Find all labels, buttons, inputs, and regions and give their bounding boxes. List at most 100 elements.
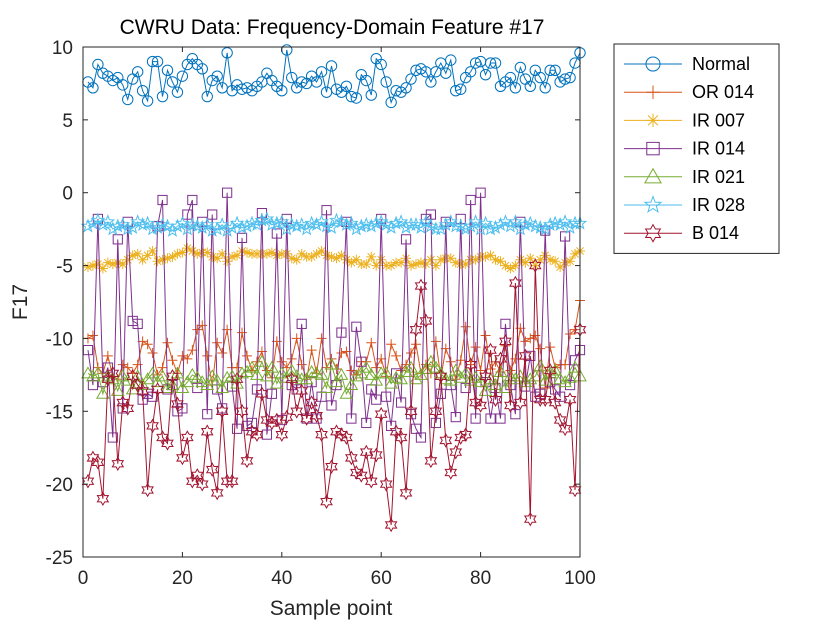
data-point-b-014 [374, 406, 388, 422]
legend-item-ir-007: IR 007 [624, 110, 745, 130]
data-point-or-014 [162, 337, 173, 348]
data-point-ir-007 [495, 256, 506, 267]
data-point-ir-014 [236, 232, 248, 243]
data-point-ir-007 [435, 254, 446, 265]
data-point-normal [464, 66, 477, 78]
data-point-ir-014 [361, 417, 372, 429]
data-point-or-014 [132, 359, 143, 370]
data-point-normal [286, 71, 298, 84]
data-point-ir-014 [485, 413, 496, 424]
data-point-ir-007 [97, 263, 108, 274]
data-point-b-014 [295, 383, 309, 399]
data-point-normal [360, 74, 372, 87]
data-point-ir-028 [398, 219, 414, 234]
data-point-ir-007 [242, 247, 253, 258]
data-point-normal [559, 73, 571, 85]
data-point-or-014 [212, 337, 223, 348]
data-point-normal [484, 57, 497, 69]
data-point-or-014 [545, 342, 556, 353]
data-point-b-014 [106, 366, 120, 381]
data-point-ir-028 [105, 221, 121, 236]
data-point-ir-028 [508, 214, 523, 229]
data-point-ir-014 [321, 205, 332, 216]
x-tick-label: 40 [271, 568, 292, 589]
y-tick-label: -15 [46, 402, 73, 423]
data-point-ir-014 [559, 231, 571, 242]
data-point-or-014 [202, 350, 213, 361]
legend-label: OR 014 [692, 82, 754, 102]
data-point-ir-014 [326, 400, 337, 411]
data-point-ir-007 [406, 260, 417, 271]
data-point-normal [201, 90, 213, 103]
data-point-normal [504, 71, 517, 84]
data-point-b-014 [449, 444, 463, 460]
data-point-ir-007 [172, 248, 183, 259]
data-point-ir-014 [510, 409, 521, 420]
data-point-ir-007 [500, 260, 511, 271]
data-point-ir-021 [543, 366, 558, 379]
data-point-b-014 [494, 351, 507, 367]
data-point-b-014 [464, 357, 478, 372]
data-point-ir-007 [450, 257, 461, 268]
data-point-ir-014 [455, 213, 466, 225]
data-point-ir-007 [535, 254, 546, 265]
data-point-ir-021 [508, 372, 523, 385]
data-point-b-014 [429, 403, 443, 419]
data-point-b-014 [235, 403, 249, 419]
data-point-ir-014 [351, 321, 362, 332]
data-point-ir-028 [517, 217, 533, 232]
data-point-b-014 [523, 511, 537, 527]
data-point-b-014 [484, 342, 497, 358]
data-point-b-014 [230, 371, 244, 387]
data-point-or-014 [535, 343, 546, 354]
data-point-ir-007 [336, 250, 347, 261]
data-point-or-014 [520, 336, 531, 347]
data-point-ir-028 [170, 218, 185, 233]
data-point-normal [295, 76, 308, 88]
data-point-or-014 [560, 359, 571, 370]
data-point-b-014 [176, 450, 189, 466]
data-point-ir-007 [570, 248, 581, 259]
data-point-ir-021 [260, 369, 274, 382]
data-point-ir-021 [424, 354, 438, 367]
data-point-b-014 [285, 371, 299, 387]
data-point-ir-028 [274, 214, 290, 229]
data-point-normal [131, 66, 144, 78]
data-point-b-014 [265, 415, 279, 431]
data-point-ir-007 [177, 247, 188, 258]
data-point-ir-021 [369, 373, 384, 386]
data-point-ir-007 [410, 259, 421, 270]
data-point-b-014 [166, 368, 179, 384]
data-point-ir-007 [192, 248, 203, 259]
data-point-b-014 [518, 348, 532, 364]
data-point-or-014 [237, 327, 248, 338]
data-point-ir-007 [525, 253, 536, 264]
chart-title: CWRU Data: Frequency-Domain Feature #17 [120, 16, 545, 39]
data-point-ir-028 [458, 221, 474, 236]
data-point-b-014 [489, 392, 502, 407]
data-point-or-014 [565, 329, 576, 340]
data-point-ir-028 [428, 221, 444, 236]
data-point-ir-021 [503, 369, 518, 382]
data-point-or-014 [366, 337, 377, 348]
y-tick-label: -25 [46, 548, 73, 569]
data-point-normal [539, 82, 551, 94]
data-point-ir-007 [485, 250, 496, 261]
data-point-normal [325, 60, 338, 72]
data-point-ir-007 [366, 251, 377, 262]
data-point-ir-007 [510, 260, 521, 271]
data-point-b-014 [250, 427, 264, 442]
data-point-ir-021 [185, 367, 200, 380]
legend-item-ir-021: IR 021 [624, 167, 745, 187]
data-point-ir-007 [460, 259, 471, 270]
data-point-ir-021 [314, 367, 329, 380]
data-point-ir-028 [100, 214, 116, 229]
data-point-or-014 [167, 355, 178, 366]
data-point-ir-021 [160, 380, 175, 393]
data-point-or-014 [291, 333, 302, 344]
data-point-b-014 [136, 383, 149, 399]
data-point-b-014 [459, 427, 473, 442]
data-point-ir-021 [140, 372, 155, 385]
data-point-ir-014 [261, 429, 272, 440]
data-point-b-014 [369, 447, 383, 463]
